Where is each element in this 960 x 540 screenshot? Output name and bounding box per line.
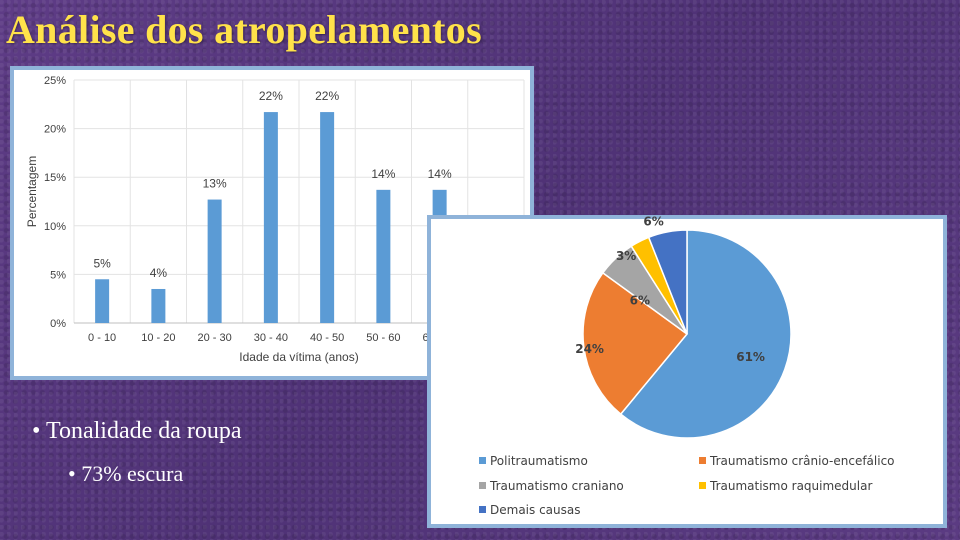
- bullet-text: Tonalidade da roupa: [45, 418, 242, 444]
- bar: [151, 288, 166, 323]
- pie-slice: [582, 271, 689, 416]
- pie-slice: [619, 229, 792, 439]
- x-tick-label: 20 - 30: [198, 332, 232, 344]
- x-axis-title: Idade da vítima (anos): [239, 350, 358, 364]
- bar-chart-svg: 0% 5% 10% 15% 20% 25% 5% 0 - 10 4% 10 - 20 13% 20 -…: [25, 75, 525, 364]
- y-tick-label: 20%: [44, 124, 66, 136]
- legend-swatch: [479, 482, 486, 489]
- legend-swatch: [699, 457, 706, 464]
- bullet-list: • Tonalidade da roupa • 73% escura: [32, 418, 242, 487]
- x-tick-label: 10 - 20: [141, 332, 175, 344]
- pie-data-label: 6%: [643, 215, 663, 229]
- bar: [320, 112, 335, 323]
- legend-entry: Demais causas: [490, 503, 580, 517]
- y-tick-label: 15%: [44, 172, 66, 184]
- legend-entry: Politraumatismo: [490, 454, 588, 468]
- bullet-sub-item: • 73% escura: [68, 461, 242, 487]
- slide-title: Análise dos atropelamentos: [6, 7, 482, 52]
- bar-data-label: 13%: [203, 177, 227, 191]
- bar: [376, 189, 391, 323]
- x-tick-label: 30 - 40: [254, 332, 288, 344]
- bar-data-label: 22%: [315, 89, 339, 103]
- pie-data-label: 61%: [736, 350, 765, 364]
- bullet-marker: •: [32, 418, 41, 444]
- y-axis-title: Percentagem: [25, 156, 39, 227]
- bar-data-label: 14%: [371, 167, 395, 181]
- bar: [263, 112, 278, 323]
- bullet-text: 73% escura: [81, 461, 184, 486]
- pie-slice: [647, 229, 688, 335]
- pie-data-label: 6%: [630, 293, 650, 307]
- x-tick-label: 40 - 50: [310, 332, 344, 344]
- injury-pie-chart: 61% 24% 6% 3% 6% Politraumatismo Traumatismo c…: [427, 215, 947, 528]
- bullet-marker: •: [68, 461, 76, 486]
- bar-data-label: 22%: [259, 89, 283, 103]
- bullet-item: • Tonalidade da roupa: [32, 418, 242, 445]
- legend-entry: Traumatismo raquimedular: [709, 479, 872, 493]
- legend-entry: Traumatismo craniano: [489, 479, 624, 493]
- x-tick-label: 50 - 60: [366, 332, 400, 344]
- pie-data-label: 24%: [575, 342, 604, 356]
- bar-data-label: 5%: [93, 256, 111, 270]
- bar: [207, 199, 222, 323]
- legend-swatch: [479, 457, 486, 464]
- bar-data-label: 4%: [150, 266, 168, 280]
- y-tick-label: 0%: [50, 318, 66, 330]
- legend-swatch: [479, 506, 486, 513]
- x-tick-label: 0 - 10: [88, 332, 116, 344]
- pie-chart-svg: 61% 24% 6% 3% 6% Politraumatismo Traumatismo c…: [479, 215, 895, 517]
- legend-entry: Traumatismo crânio-encefálico: [709, 454, 895, 468]
- pie-data-label: 3%: [616, 249, 636, 263]
- y-tick-label: 25%: [44, 75, 66, 87]
- y-tick-label: 10%: [44, 221, 66, 233]
- bar-data-label: 14%: [428, 167, 452, 181]
- legend-swatch: [699, 482, 706, 489]
- y-tick-label: 5%: [50, 269, 66, 281]
- bar: [95, 279, 110, 323]
